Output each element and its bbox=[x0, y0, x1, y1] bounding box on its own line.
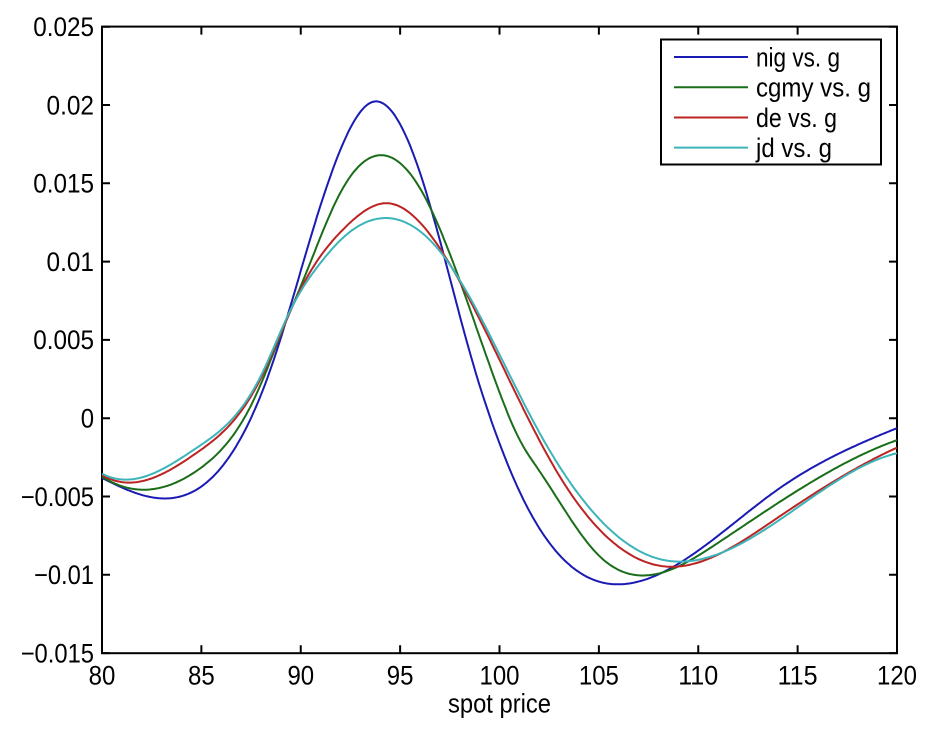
svg-text:cgmy vs. g: cgmy vs. g bbox=[756, 73, 871, 103]
svg-text:110: 110 bbox=[678, 661, 718, 691]
svg-text:120: 120 bbox=[877, 661, 917, 691]
svg-text:80: 80 bbox=[89, 661, 116, 691]
svg-text:de vs. g: de vs. g bbox=[756, 103, 837, 133]
svg-text:0: 0 bbox=[81, 404, 94, 434]
svg-text:85: 85 bbox=[188, 661, 215, 691]
svg-text:nig vs. g: nig vs. g bbox=[756, 42, 840, 72]
svg-text:0.025: 0.025 bbox=[33, 12, 94, 42]
svg-text:−0.015: −0.015 bbox=[21, 638, 94, 668]
svg-text:0.01: 0.01 bbox=[47, 247, 95, 277]
svg-text:jd vs. g: jd vs. g bbox=[755, 133, 832, 163]
svg-text:0.005: 0.005 bbox=[33, 325, 94, 355]
svg-text:100: 100 bbox=[480, 661, 520, 691]
svg-text:115: 115 bbox=[778, 661, 818, 691]
svg-text:105: 105 bbox=[579, 661, 619, 691]
svg-text:0.015: 0.015 bbox=[33, 169, 94, 199]
svg-text:90: 90 bbox=[287, 661, 314, 691]
svg-text:spot price: spot price bbox=[448, 689, 551, 719]
svg-text:−0.01: −0.01 bbox=[34, 560, 94, 590]
svg-text:95: 95 bbox=[387, 661, 414, 691]
svg-text:−0.005: −0.005 bbox=[21, 482, 94, 512]
svg-text:0.02: 0.02 bbox=[47, 90, 95, 120]
